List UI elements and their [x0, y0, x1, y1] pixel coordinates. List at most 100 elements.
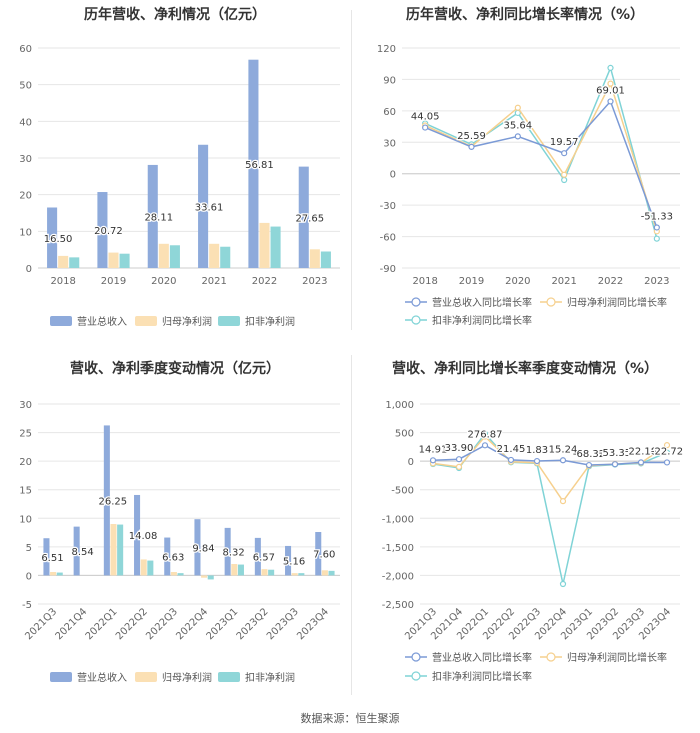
y-tick-label: 60 — [19, 44, 32, 55]
y-tick-label: -30 — [380, 201, 396, 212]
series-line — [432, 444, 668, 466]
series-point — [481, 433, 489, 440]
bar — [169, 245, 180, 268]
data-label: 5.16 — [283, 557, 305, 568]
bar — [207, 575, 214, 580]
legend-swatch — [546, 297, 556, 307]
bar — [103, 425, 110, 576]
quarterly-amount-chart: -50510152025302021Q32021Q42022Q12022Q220… — [19, 400, 340, 684]
bar — [315, 532, 322, 576]
series-point — [663, 442, 671, 449]
bar — [231, 564, 238, 576]
bar — [147, 560, 154, 576]
series-point — [533, 457, 541, 465]
chart-title: 历年营收、净利情况（亿元） — [84, 7, 266, 23]
x-tick-label: 2022Q2 — [114, 606, 150, 642]
series-point — [561, 150, 568, 157]
data-label: 20.72 — [94, 226, 123, 237]
data-source: 数据来源：恒生聚源 — [300, 712, 400, 725]
y-tick-label: 30 — [19, 400, 32, 411]
x-tick-label: 2020 — [151, 276, 176, 287]
series-point — [422, 124, 429, 131]
bar — [69, 257, 80, 268]
legend-swatch — [411, 315, 421, 325]
data-label: 56.81 — [245, 160, 274, 171]
y-tick-label: -1,500 — [382, 543, 414, 554]
y-tick-label: 20 — [19, 191, 32, 202]
data-label: 19.57 — [550, 137, 579, 148]
bar — [73, 526, 80, 576]
bar — [309, 249, 320, 268]
chart-title: 营收、净利季度变动情况（亿元） — [70, 361, 280, 377]
data-label: -22.18 — [625, 446, 657, 457]
legend-swatch — [50, 672, 72, 682]
y-tick-label: 20 — [19, 457, 32, 468]
y-tick-label: 0 — [408, 457, 414, 468]
legend-label: 归母净利润 — [162, 671, 212, 684]
legend-label: 营业总收入同比增长率 — [432, 296, 532, 309]
data-label: 14.91 — [419, 444, 448, 455]
bar — [164, 537, 171, 576]
bar — [108, 252, 119, 268]
data-label: 8.32 — [223, 548, 245, 559]
series-line — [424, 81, 658, 232]
series-point — [559, 498, 567, 505]
bar — [270, 226, 281, 268]
legend-swatch — [135, 316, 157, 326]
y-tick-label: -90 — [380, 264, 396, 275]
chart-title: 历年营收、净利同比增长率情况（%） — [405, 7, 645, 23]
series-point — [507, 456, 515, 464]
data-label: 15.24 — [549, 444, 578, 455]
x-tick-label: 2022 — [252, 276, 277, 287]
data-label: 276.87 — [468, 429, 503, 440]
data-label: 6.57 — [253, 553, 275, 564]
legend-label: 扣非净利润同比增长率 — [432, 314, 532, 327]
x-tick-label: 2023Q2 — [235, 606, 271, 642]
bar — [58, 255, 69, 268]
annual-amount-chart: 0 10 20 30 40 50 60 2018 2019 2020 2021 2022 2023 16.… — [19, 44, 340, 328]
x-tick-label: 2021Q3 — [23, 606, 59, 642]
x-tick-label: 2018 — [50, 276, 75, 287]
y-tick-label: 15 — [19, 486, 32, 497]
bar — [177, 573, 184, 576]
panel-quarterly-growth: 营收、净利同比增长率季度变动情况（%） -2,500 -2,000 -1,500 -1… — [350, 350, 700, 700]
series-point — [607, 98, 614, 105]
bar — [194, 519, 201, 576]
legend-label: 营业总收入 — [77, 315, 127, 328]
series-point — [559, 457, 567, 464]
data-label: 28.11 — [144, 212, 173, 223]
legend-label: 扣非净利润 — [245, 671, 295, 684]
bar — [259, 222, 270, 268]
legend-swatch — [411, 671, 421, 681]
series-point — [611, 461, 619, 468]
legend-swatch — [50, 316, 72, 326]
series-point — [607, 64, 614, 72]
data-label: 69.01 — [596, 85, 625, 96]
bar — [56, 572, 63, 576]
panel-quarterly-amount: 营收、净利季度变动情况（亿元） -5 0 5 10 15 20 25 30 2021Q3 2021… — [0, 350, 350, 700]
y-tick-label: 25 — [19, 429, 32, 440]
bar — [285, 545, 292, 576]
bar — [298, 166, 309, 268]
y-tick-label: 0 — [390, 170, 396, 181]
data-label: 27.65 — [295, 213, 324, 224]
bar — [268, 569, 275, 576]
annual-growth-chart: -90 -60 -30 0 30 60 90 120 2018 2019 2020 2021 2022 2… — [377, 44, 680, 327]
y-tick-label: 0 — [26, 264, 32, 275]
y-tick-label: 5 — [26, 543, 32, 554]
legend-label: 归母净利润同比增长率 — [567, 296, 667, 309]
y-tick-label: -60 — [380, 233, 396, 244]
legend-label: 扣非净利润同比增长率 — [432, 670, 532, 683]
legend-label: 归母净利润 — [162, 315, 212, 328]
legend-label: 营业总收入同比增长率 — [432, 651, 532, 664]
legend-swatch — [546, 652, 556, 662]
bar — [291, 573, 298, 576]
vertical-divider-bottom — [351, 355, 352, 695]
bar — [97, 192, 108, 268]
x-tick-label: 2022 — [598, 276, 623, 287]
y-tick-label: -1,000 — [382, 514, 414, 525]
y-tick-label: 90 — [383, 75, 396, 86]
y-tick-label: -5 — [22, 600, 32, 611]
data-label: 1.83 — [526, 445, 548, 456]
series-point — [637, 459, 645, 466]
